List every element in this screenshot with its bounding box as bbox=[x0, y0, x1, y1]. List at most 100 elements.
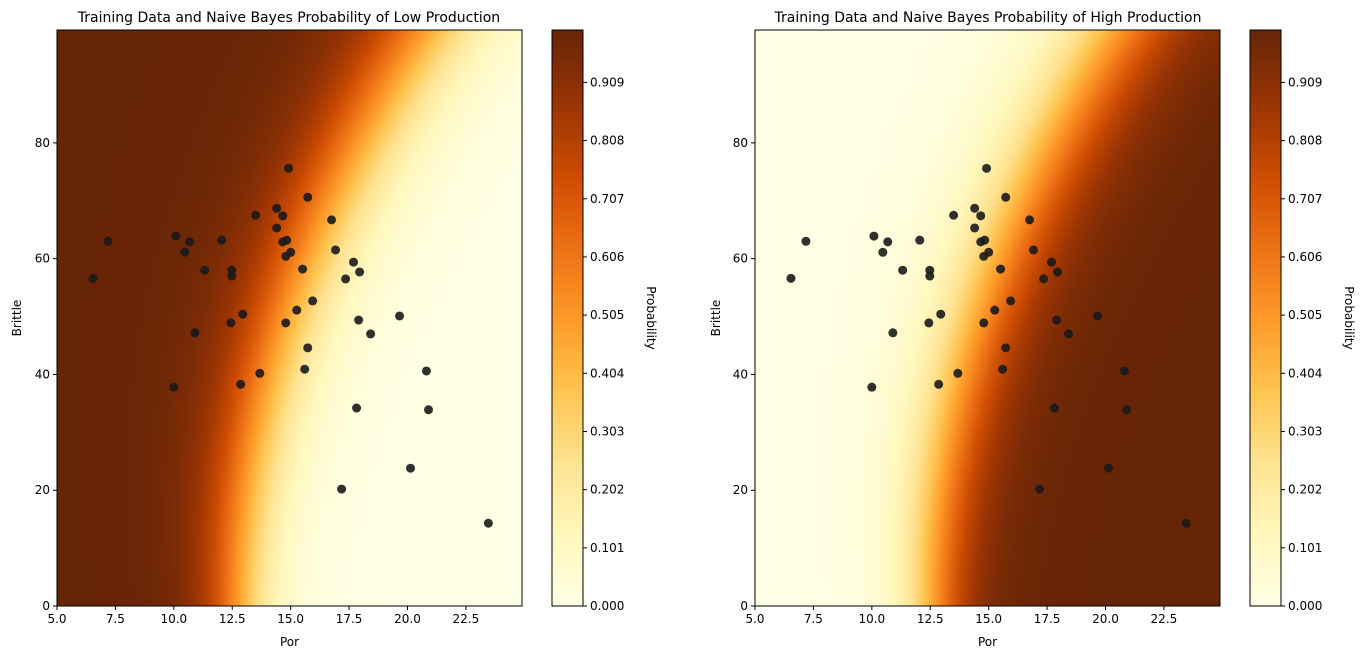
y-tick-label: 60 bbox=[733, 252, 748, 266]
y-tick-label: 0 bbox=[42, 599, 50, 613]
x-tick-label: 10.0 bbox=[858, 612, 885, 626]
colorbar-tick-label: 0.101 bbox=[590, 541, 624, 555]
colorbar-tick-label: 0.404 bbox=[1288, 366, 1322, 380]
colorbar-tick-label: 0.404 bbox=[590, 366, 624, 380]
training-point bbox=[970, 203, 980, 213]
y-tick-label: 40 bbox=[733, 367, 748, 381]
training-point bbox=[1052, 315, 1062, 325]
training-point bbox=[406, 463, 416, 473]
colorbar-low bbox=[552, 30, 583, 606]
x-tick-label: 22.5 bbox=[453, 612, 480, 626]
colorbar-tick-label: 0.707 bbox=[590, 192, 624, 206]
axes-high: 5.0 7.5 10.0 12.5 15.0 17.5 20.0 22.5 0 20 40 60 80 0… bbox=[709, 10, 1356, 649]
training-point bbox=[976, 211, 986, 221]
training-point bbox=[1039, 274, 1049, 284]
chart-title: Training Data and Naive Bayes Probabilit… bbox=[77, 10, 500, 26]
training-point bbox=[1053, 267, 1063, 277]
colorbar-tick-label: 0.808 bbox=[1288, 134, 1322, 148]
heatmap-high-production bbox=[755, 30, 1220, 606]
plot-frame bbox=[754, 29, 1221, 607]
training-point bbox=[1122, 405, 1132, 415]
x-tick-label: 22.5 bbox=[1151, 612, 1178, 626]
training-point bbox=[883, 237, 893, 247]
training-point bbox=[1025, 215, 1035, 225]
training-point bbox=[303, 192, 313, 202]
training-point bbox=[998, 364, 1008, 374]
colorbar-tick-label: 0.303 bbox=[590, 424, 624, 438]
training-point bbox=[227, 271, 237, 281]
y-tick-label: 0 bbox=[740, 599, 748, 613]
training-point bbox=[282, 235, 292, 245]
training-point bbox=[308, 296, 318, 306]
training-point bbox=[924, 318, 934, 328]
colorbar-tick-label: 0.303 bbox=[1288, 424, 1322, 438]
training-point bbox=[349, 257, 359, 267]
training-point bbox=[354, 315, 364, 325]
training-point bbox=[355, 267, 365, 277]
training-point bbox=[292, 305, 302, 315]
x-tick-label: 20.0 bbox=[394, 612, 421, 626]
training-point bbox=[801, 236, 811, 246]
training-point bbox=[980, 235, 990, 245]
training-point bbox=[217, 235, 227, 245]
training-point bbox=[421, 366, 431, 376]
colorbar-frame bbox=[551, 29, 584, 607]
training-point bbox=[949, 210, 959, 220]
x-tick-label: 17.5 bbox=[1034, 612, 1061, 626]
x-tick-label: 15.0 bbox=[975, 612, 1002, 626]
training-point bbox=[483, 518, 493, 528]
training-point bbox=[331, 245, 341, 255]
training-point bbox=[984, 247, 994, 257]
colorbar-tick-label: 0.505 bbox=[1288, 308, 1322, 322]
training-point bbox=[238, 309, 248, 319]
training-point bbox=[278, 211, 288, 221]
training-point bbox=[925, 271, 935, 281]
training-point bbox=[185, 237, 195, 247]
training-point bbox=[1006, 296, 1016, 306]
training-point bbox=[103, 236, 113, 246]
training-point bbox=[1093, 311, 1103, 321]
training-point bbox=[1119, 366, 1129, 376]
colorbar-high bbox=[1250, 30, 1281, 606]
training-point bbox=[171, 231, 181, 241]
training-point bbox=[786, 273, 796, 283]
training-point bbox=[934, 379, 944, 389]
training-point bbox=[996, 264, 1006, 274]
training-point bbox=[169, 382, 179, 392]
training-point bbox=[979, 318, 989, 328]
colorbar-tick-label: 0.101 bbox=[1288, 541, 1322, 555]
x-tick-label: 7.5 bbox=[804, 612, 823, 626]
training-point bbox=[1001, 343, 1011, 353]
colorbar-tick-label: 0.000 bbox=[590, 599, 624, 613]
y-tick-label: 40 bbox=[35, 367, 50, 381]
training-point bbox=[990, 305, 1000, 315]
y-tick-label: 20 bbox=[733, 483, 748, 497]
training-point bbox=[88, 273, 98, 283]
training-point bbox=[272, 223, 282, 233]
training-point bbox=[190, 328, 200, 338]
x-tick-label: 7.5 bbox=[106, 612, 125, 626]
training-point bbox=[1181, 518, 1191, 528]
plot-frame bbox=[56, 29, 523, 607]
colorbar-label: Probability bbox=[1342, 286, 1356, 349]
x-tick-label: 5.0 bbox=[47, 612, 66, 626]
training-point bbox=[970, 223, 980, 233]
training-point bbox=[255, 368, 265, 378]
training-point bbox=[982, 163, 992, 173]
training-point bbox=[298, 264, 308, 274]
colorbar-tick-label: 0.505 bbox=[590, 308, 624, 322]
training-point bbox=[1064, 329, 1074, 339]
training-point bbox=[337, 484, 347, 494]
training-point bbox=[226, 318, 236, 328]
colorbar-tick-label: 0.000 bbox=[1288, 599, 1322, 613]
training-point bbox=[1104, 463, 1114, 473]
y-tick-label: 20 bbox=[35, 483, 50, 497]
training-point bbox=[352, 403, 362, 413]
y-axis-label: Brittle bbox=[709, 300, 723, 337]
training-point bbox=[303, 343, 313, 353]
x-tick-label: 17.5 bbox=[336, 612, 363, 626]
colorbar-tick-label: 0.707 bbox=[1288, 192, 1322, 206]
training-point bbox=[366, 329, 376, 339]
x-tick-label: 20.0 bbox=[1092, 612, 1119, 626]
training-point bbox=[395, 311, 405, 321]
